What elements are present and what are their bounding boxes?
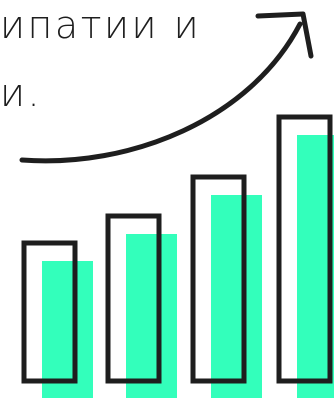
bar-group — [21, 114, 334, 398]
bar-outline — [276, 114, 333, 384]
text-line-1: ипатии и — [0, 3, 202, 47]
trend-arrow-curve — [19, 21, 303, 164]
bar-fill — [211, 195, 262, 398]
trend-arrow-icon — [19, 11, 314, 164]
bar-outline — [105, 213, 162, 384]
bar-fill — [42, 261, 93, 398]
bar-fill — [126, 234, 177, 398]
text-line-2: и. — [0, 71, 43, 115]
bar-outline — [21, 240, 78, 384]
trend-arrow-head — [255, 11, 314, 59]
bar-outline — [190, 174, 247, 384]
